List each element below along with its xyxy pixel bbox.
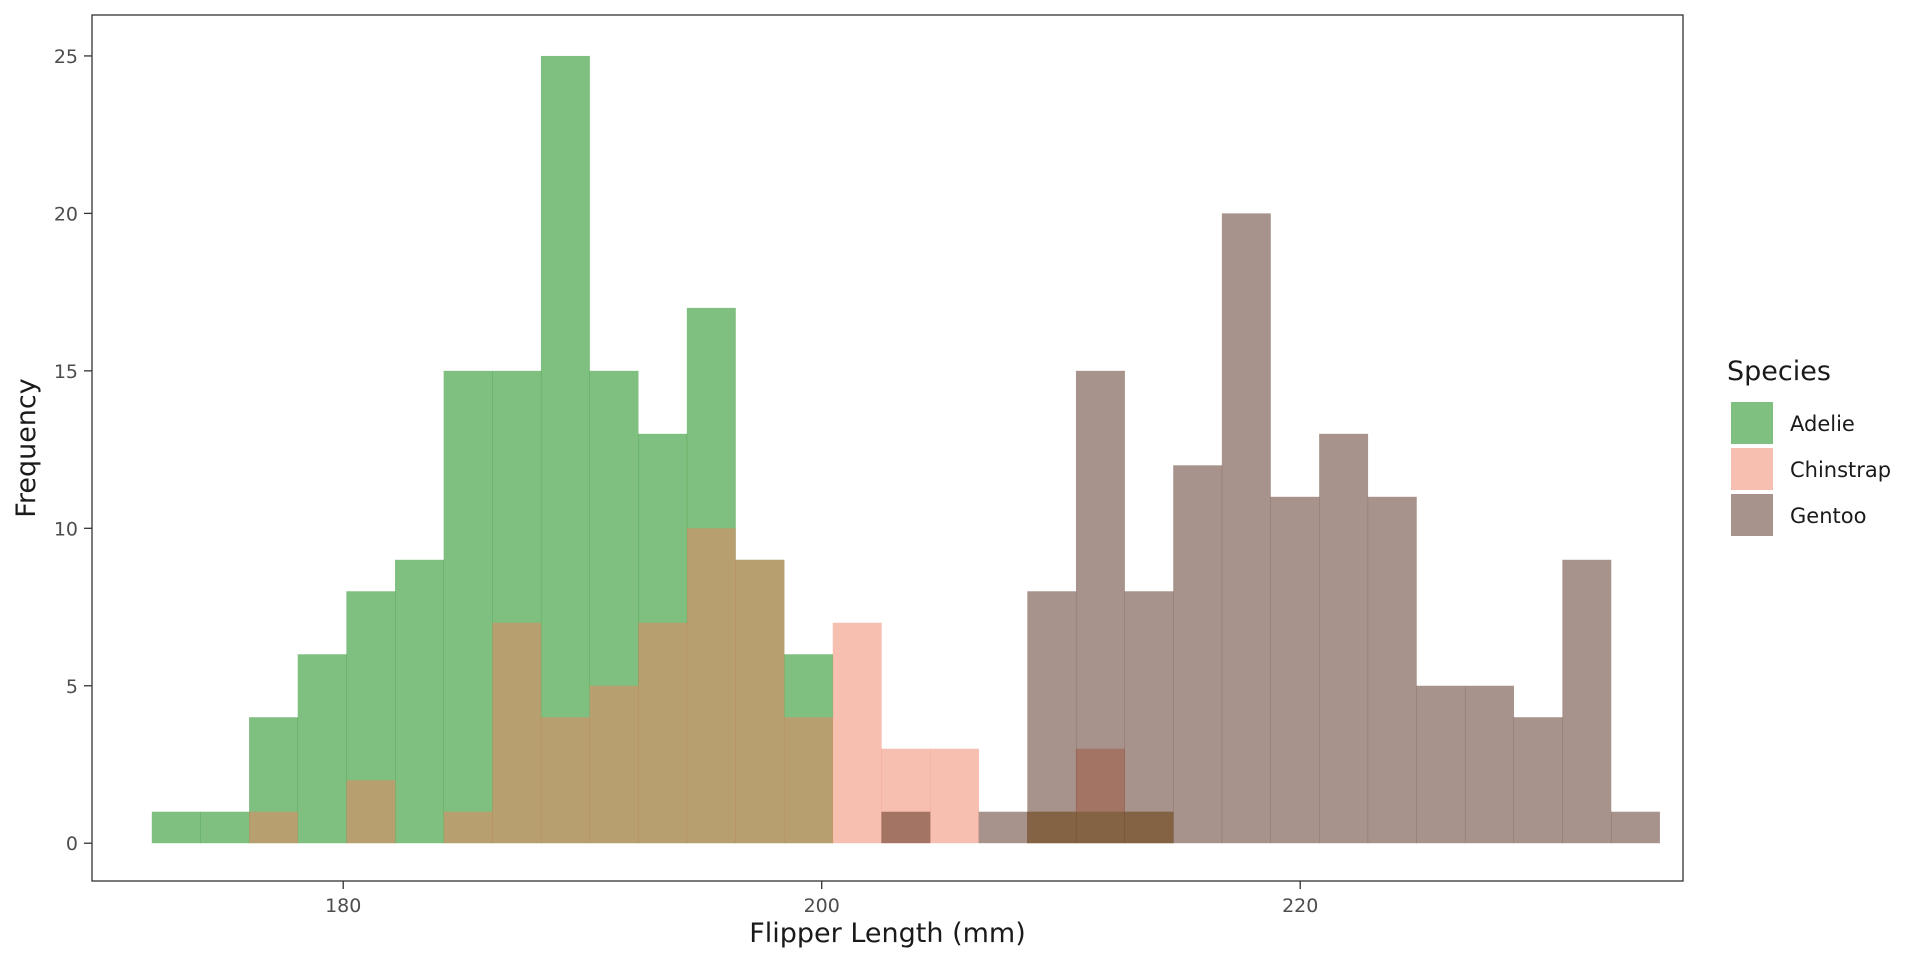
bar-gentoo-15 bbox=[881, 811, 931, 844]
legend-title: Species bbox=[1727, 356, 1831, 387]
legend-label: Adelie bbox=[1790, 412, 1855, 436]
bar-gentoo-17 bbox=[978, 811, 1028, 844]
legend-item-chinstrap: Chinstrap bbox=[1731, 448, 1891, 490]
bar-gentoo-22 bbox=[1221, 213, 1271, 844]
bar-chinstrap-14 bbox=[832, 622, 882, 844]
bar-adelie-3 bbox=[297, 654, 347, 844]
bar-gentoo-23 bbox=[1270, 496, 1320, 844]
x-axis-title: Flipper Length (mm) bbox=[749, 918, 1026, 949]
legend-items: Adelie Chinstrap Gentoo bbox=[1731, 402, 1891, 536]
bar-gentoo-27 bbox=[1465, 685, 1515, 844]
bar-chinstrap-16 bbox=[930, 748, 979, 844]
bar-gentoo-20 bbox=[1124, 591, 1174, 844]
legend-label: Chinstrap bbox=[1790, 458, 1891, 482]
y-tick-label: 15 bbox=[54, 361, 78, 383]
series-gentoo bbox=[881, 213, 1660, 844]
y-tick-label: 20 bbox=[54, 203, 78, 225]
x-tick-label: 220 bbox=[1282, 895, 1318, 917]
bar-chinstrap-9 bbox=[589, 685, 639, 844]
bar-gentoo-30 bbox=[1610, 811, 1660, 844]
histogram-bars bbox=[151, 55, 1660, 844]
x-tick-label: 180 bbox=[325, 895, 361, 917]
legend-swatch bbox=[1731, 448, 1773, 490]
bar-adelie-6 bbox=[443, 370, 493, 844]
y-axis-title: Frequency bbox=[11, 378, 42, 518]
y-tick-label: 5 bbox=[66, 676, 78, 698]
legend-item-adelie: Adelie bbox=[1731, 402, 1855, 444]
bar-chinstrap-4 bbox=[346, 780, 396, 844]
bar-gentoo-21 bbox=[1173, 465, 1223, 844]
y-tick-label: 25 bbox=[54, 46, 78, 68]
y-tick-label: 10 bbox=[54, 518, 78, 540]
plot-panel-border bbox=[91, 14, 1684, 882]
y-tick-label: 0 bbox=[66, 833, 78, 855]
bar-chinstrap-2 bbox=[249, 811, 299, 844]
bar-gentoo-26 bbox=[1416, 685, 1466, 844]
bar-gentoo-28 bbox=[1513, 717, 1563, 844]
bar-chinstrap-12 bbox=[735, 559, 785, 844]
bar-adelie-8 bbox=[540, 55, 590, 844]
bar-chinstrap-10 bbox=[638, 622, 688, 844]
bar-gentoo-24 bbox=[1319, 433, 1369, 844]
bar-adelie-1 bbox=[200, 811, 250, 844]
legend-swatch bbox=[1731, 402, 1773, 444]
bar-chinstrap-6 bbox=[443, 811, 493, 844]
bar-gentoo-29 bbox=[1562, 559, 1612, 844]
legend-item-gentoo: Gentoo bbox=[1731, 494, 1866, 536]
bar-chinstrap-13 bbox=[784, 717, 834, 844]
bar-adelie-5 bbox=[395, 559, 444, 844]
y-axis-ticks: 0 5 10 15 20 25 bbox=[54, 46, 92, 855]
bar-chinstrap-11 bbox=[686, 528, 736, 844]
bar-gentoo-25 bbox=[1367, 496, 1417, 844]
legend-label: Gentoo bbox=[1790, 504, 1866, 528]
x-axis-ticks: 180 200 220 bbox=[325, 881, 1318, 917]
bar-chinstrap-7 bbox=[492, 622, 542, 844]
legend-swatch bbox=[1731, 494, 1773, 536]
x-tick-label: 200 bbox=[804, 895, 840, 917]
legend: Species Adelie Chinstrap Gentoo bbox=[1727, 356, 1891, 536]
bar-gentoo-18 bbox=[1027, 591, 1077, 844]
bar-gentoo-19 bbox=[1075, 370, 1125, 844]
bar-adelie-0 bbox=[151, 811, 201, 844]
bar-chinstrap-8 bbox=[540, 717, 590, 844]
